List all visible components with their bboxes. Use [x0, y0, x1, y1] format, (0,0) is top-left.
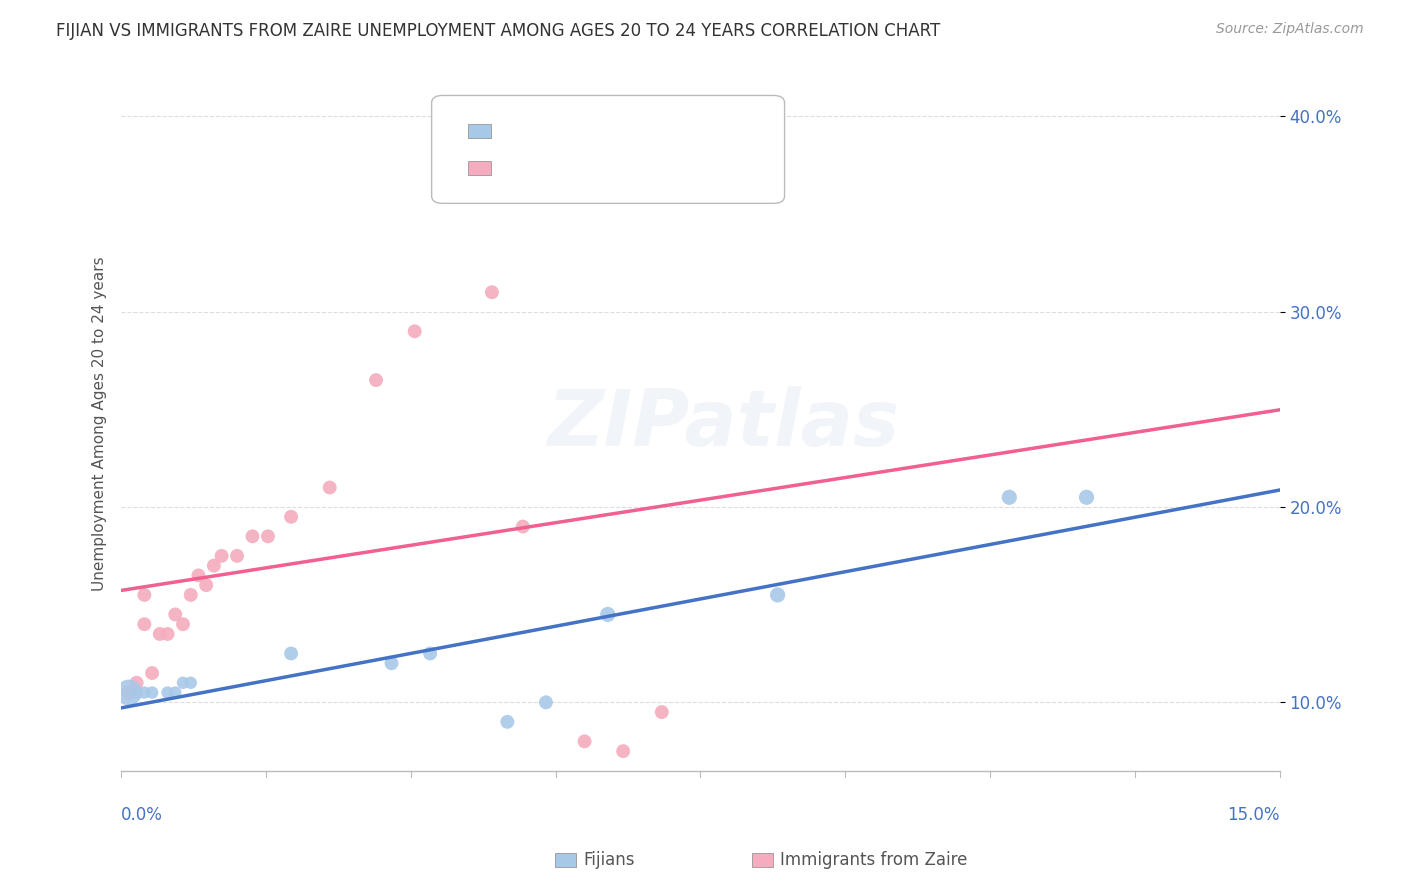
Point [134, 685, 156, 699]
Point [1076, 490, 1098, 504]
Point [534, 695, 557, 709]
Point [512, 519, 534, 533]
Y-axis label: Unemployment Among Ages 20 to 24 years: Unemployment Among Ages 20 to 24 years [93, 257, 107, 591]
Point [651, 705, 673, 719]
Point [134, 617, 156, 632]
Point [172, 617, 194, 632]
Point [242, 529, 264, 543]
Point [141, 666, 163, 681]
Point [457, 187, 479, 202]
Point [187, 568, 209, 582]
Point [596, 607, 619, 622]
Text: R = 0.700   N = 27: R = 0.700 N = 27 [502, 159, 672, 178]
Point [766, 588, 789, 602]
Point [156, 685, 179, 699]
Text: Source: ZipAtlas.com: Source: ZipAtlas.com [1216, 22, 1364, 37]
Point [156, 627, 179, 641]
Point [404, 324, 426, 338]
Point [118, 685, 141, 699]
Point [280, 647, 302, 661]
Point [574, 734, 596, 748]
Point [612, 744, 634, 758]
Point [496, 714, 519, 729]
Point [226, 549, 249, 563]
Point [280, 509, 302, 524]
Point [211, 549, 233, 563]
Point [998, 490, 1021, 504]
Point [125, 675, 148, 690]
Point [481, 285, 503, 300]
Text: 0.0%: 0.0% [121, 805, 163, 824]
Text: FIJIAN VS IMMIGRANTS FROM ZAIRE UNEMPLOYMENT AMONG AGES 20 TO 24 YEARS CORRELATI: FIJIAN VS IMMIGRANTS FROM ZAIRE UNEMPLOY… [56, 22, 941, 40]
Point [165, 607, 187, 622]
Point [195, 578, 218, 592]
Point [118, 685, 141, 699]
Point [172, 675, 194, 690]
Point [257, 529, 280, 543]
Text: Fijians: Fijians [583, 851, 636, 869]
Point [364, 373, 387, 387]
Text: 15.0%: 15.0% [1227, 805, 1279, 824]
Point [380, 657, 402, 671]
Text: ZIPatlas: ZIPatlas [547, 386, 900, 462]
Text: R = 0.665   N = 17: R = 0.665 N = 17 [502, 121, 672, 140]
Point [149, 627, 172, 641]
Point [134, 588, 156, 602]
Point [125, 685, 148, 699]
Text: Immigrants from Zaire: Immigrants from Zaire [780, 851, 967, 869]
Point [419, 647, 441, 661]
Point [202, 558, 225, 573]
Point [165, 685, 187, 699]
Point [180, 588, 202, 602]
Point [319, 481, 342, 495]
Point [141, 685, 163, 699]
Point [180, 675, 202, 690]
